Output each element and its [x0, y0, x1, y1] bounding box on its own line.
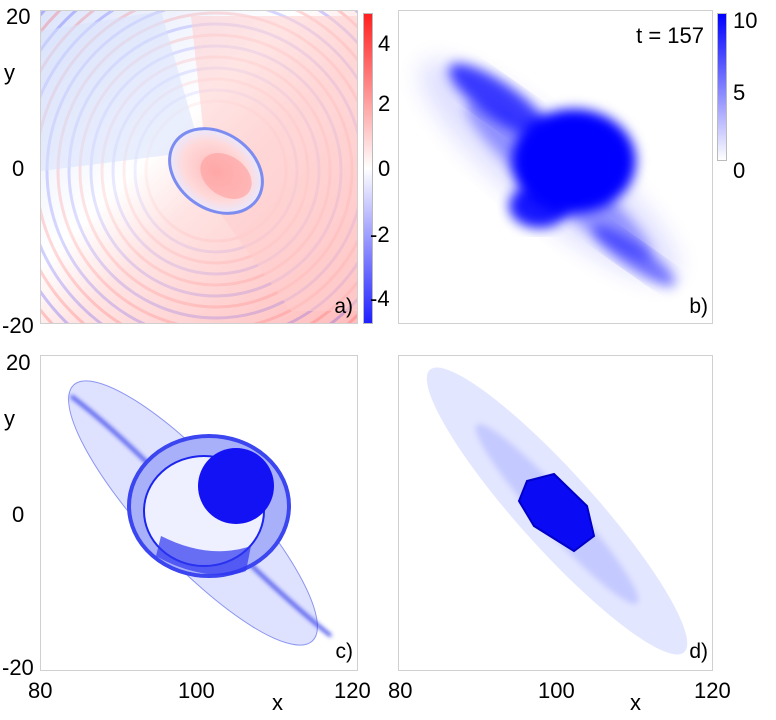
colorbar-a	[363, 13, 373, 324]
x-tick-80-d: 80	[388, 678, 413, 703]
panel-c: c)	[40, 355, 358, 671]
panel-d-core	[517, 472, 596, 553]
panel-a-blue-lobe	[41, 11, 201, 171]
panel-c-dense-blob	[198, 448, 274, 524]
panel-b-label: b)	[689, 295, 708, 318]
panel-d: d)	[398, 355, 713, 671]
panel-b-lower-arm	[592, 225, 676, 287]
panel-c-lower-striations	[156, 536, 251, 576]
x-tick-100-d: 100	[538, 678, 575, 703]
panel-a-label: a)	[334, 295, 353, 318]
x-axis-label-right: x	[630, 690, 641, 715]
y-axis-label-bottom: y	[4, 406, 15, 431]
x-tick-120-d: 120	[694, 678, 731, 703]
x-tick-100-c: 100	[178, 678, 215, 703]
y-tick-bottom-c: -20	[2, 655, 34, 680]
y-tick-bottom-a: -20	[2, 313, 34, 338]
panel-a-wave-ring	[56, 11, 357, 323]
panel-b-density-map	[419, 60, 679, 287]
colorbar-b-tick-0: 0	[733, 158, 746, 183]
y-axis-label-top: y	[4, 60, 15, 85]
colorbar-a-tick-0: 0	[378, 156, 391, 181]
panel-a-red-lobe	[191, 16, 357, 311]
colorbar-b	[717, 13, 727, 161]
panel-a: a)	[40, 10, 358, 324]
y-tick-top-a: 20	[6, 4, 31, 29]
panel-c-density-map	[68, 380, 332, 646]
colorbar-b-tick-10: 10	[733, 8, 758, 33]
x-tick-80-c: 80	[28, 678, 53, 703]
colorbar-a-tick-neg4: -4	[370, 286, 390, 311]
x-tick-120-c: 120	[334, 678, 371, 703]
panel-b-lower-lobe	[509, 184, 569, 228]
panel-d-label: d)	[689, 640, 708, 663]
panel-b-upper-arm	[448, 63, 550, 139]
x-axis-label-left: x	[272, 690, 283, 715]
panel-c-label: c)	[335, 640, 354, 663]
y-tick-mid-c: 0	[12, 502, 25, 527]
time-annotation: t = 157	[636, 23, 704, 48]
colorbar-b-tick-5: 5	[733, 80, 746, 105]
panel-a-field-map	[41, 11, 357, 323]
y-tick-mid-a: 0	[12, 156, 25, 181]
y-tick-top-c: 20	[6, 350, 31, 375]
panel-a-core-inner	[200, 153, 252, 199]
panel-a-wave-ring	[45, 11, 357, 323]
colorbar-a-tick-4: 4	[378, 31, 391, 56]
colorbar-a-tick-neg2: -2	[370, 222, 390, 247]
colorbar-a-tick-2: 2	[378, 91, 391, 116]
panel-b: t = 157 b)	[398, 10, 713, 324]
panel-d-density-map	[426, 367, 688, 655]
